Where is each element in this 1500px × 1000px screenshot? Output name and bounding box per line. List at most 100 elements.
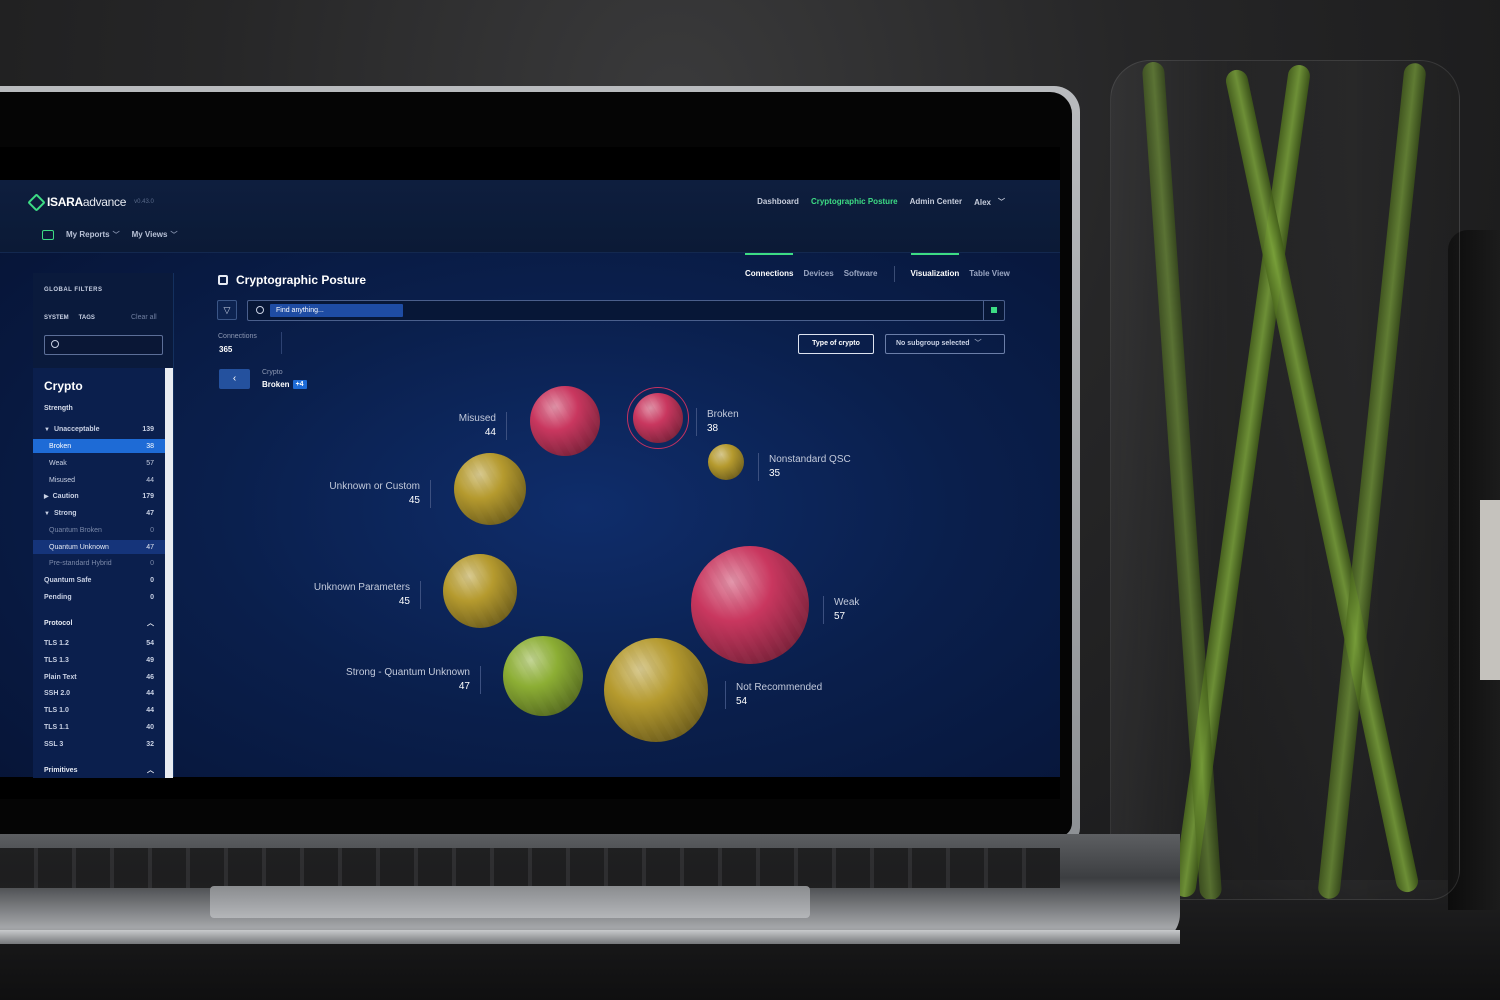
- filter-broken[interactable]: Broken 38: [33, 439, 166, 453]
- posture-icon: [218, 275, 228, 285]
- my-reports-menu[interactable]: My Reports ﹀: [66, 230, 120, 239]
- laptop-screen: ISARAadvance v0.43.0 Dashboard Cryptogra…: [0, 147, 1060, 799]
- tab-system[interactable]: SYSTEM: [44, 315, 69, 321]
- glass-vase: [1110, 60, 1460, 900]
- section-title: Crypto: [44, 379, 83, 393]
- sidebar-scrollbar[interactable]: [165, 368, 173, 778]
- filter-pre-standard-hybrid[interactable]: Pre-standard Hybrid 0: [49, 559, 154, 567]
- bubble-label: Not Recommended 54: [725, 681, 822, 709]
- view-tabs: Connections Devices Software Visualizati…: [745, 253, 1010, 282]
- tab-devices[interactable]: Devices: [803, 269, 834, 278]
- breadcrumb: Broken +4: [262, 380, 307, 389]
- type-of-crypto-button[interactable]: Type of crypto: [798, 334, 874, 354]
- bubble-count: 47: [458, 681, 470, 692]
- filter-button[interactable]: ▽: [217, 300, 237, 320]
- plant-stem: [1317, 62, 1427, 899]
- sidebar-heading: GLOBAL FILTERS: [44, 287, 103, 293]
- tab-visualization[interactable]: Visualization: [910, 253, 959, 282]
- filter-protocol[interactable]: TLS 1.3 49: [44, 656, 154, 664]
- search-input[interactable]: Find anything...: [247, 300, 1005, 321]
- tab-software[interactable]: Software: [843, 269, 878, 278]
- nav-dashboard[interactable]: Dashboard: [757, 197, 799, 206]
- filter-strong[interactable]: ▼ Strong 47: [44, 509, 154, 517]
- filter-protocol[interactable]: Plain Text 46: [44, 673, 154, 681]
- filter-pending[interactable]: Pending 0: [44, 593, 154, 601]
- bubble-count: 35: [769, 468, 781, 479]
- breadcrumb-badge[interactable]: +4: [292, 380, 307, 389]
- filter-protocol[interactable]: TLS 1.2 54: [44, 639, 154, 647]
- user-menu[interactable]: Alex ﹀: [974, 197, 1005, 207]
- crypto-bubble[interactable]: [454, 453, 526, 525]
- filter-unacceptable[interactable]: ▼ Unacceptable 139: [44, 425, 154, 433]
- user-name: Alex: [974, 197, 991, 207]
- bubble-category: Strong - Quantum Unknown: [346, 667, 470, 678]
- crypto-bubble[interactable]: [708, 444, 744, 480]
- chevron-up-icon: ︿: [147, 767, 154, 774]
- chevron-down-icon: ﹀: [112, 232, 120, 239]
- bubble-count: 54: [736, 696, 748, 707]
- sidebar-tabs: SYSTEM TAGS: [44, 315, 95, 321]
- filter-quantum-safe[interactable]: Quantum Safe 0: [44, 576, 154, 584]
- nav-cryptographic-posture[interactable]: Cryptographic Posture: [810, 197, 898, 206]
- search-icon: [256, 306, 264, 314]
- strength-label: Strength: [44, 405, 73, 412]
- search-action-button[interactable]: [983, 301, 1004, 320]
- protocol-group-header[interactable]: Protocol ︿: [44, 619, 154, 628]
- bubble-category: Broken: [707, 409, 739, 420]
- search-icon: [51, 340, 59, 348]
- filter-protocol[interactable]: SSH 2.0 44: [44, 689, 154, 697]
- chevron-down-icon: ﹀: [170, 232, 178, 239]
- filter-protocol[interactable]: SSL 3 32: [44, 740, 154, 748]
- primitives-group-header[interactable]: Primitives ︿: [44, 766, 154, 775]
- bubble-label: Misused 44: [459, 412, 507, 440]
- crypto-filter-section: Crypto Strength ▼ Unacceptable 139 Broken 3…: [33, 368, 166, 778]
- clear-all-link[interactable]: Clear all: [131, 314, 157, 321]
- filter-protocol[interactable]: TLS 1.0 44: [44, 706, 154, 714]
- sidebar-search-input[interactable]: [44, 335, 163, 355]
- tab-table-view[interactable]: Table View: [969, 269, 1010, 278]
- connections-count: 365: [219, 345, 233, 354]
- my-views-menu[interactable]: My Views ﹀: [131, 230, 178, 239]
- filter-quantum-unknown[interactable]: Quantum Unknown 47: [33, 540, 166, 554]
- bottle-label: [1480, 500, 1500, 680]
- bubble-count: 57: [834, 611, 846, 622]
- crypto-bubble[interactable]: [443, 554, 517, 628]
- bubble-label: Unknown or Custom 45: [329, 480, 431, 508]
- filter-misused[interactable]: Misused 44: [49, 476, 154, 484]
- back-button[interactable]: ‹: [219, 369, 250, 389]
- filter-quantum-broken[interactable]: Quantum Broken 0: [49, 526, 154, 534]
- bubble-category: Not Recommended: [736, 682, 823, 693]
- filter-weak[interactable]: Weak 57: [49, 459, 154, 467]
- chevron-down-icon: ﹀: [998, 199, 1005, 206]
- filter-protocol[interactable]: TLS 1.1 40: [44, 723, 154, 731]
- bubble-category: Unknown Parameters: [313, 582, 410, 593]
- crypto-bubble[interactable]: [604, 638, 708, 742]
- global-filters-sidebar: GLOBAL FILTERS SYSTEM TAGS Clear all Cry…: [33, 273, 174, 778]
- filter-caution[interactable]: ▶ Caution 179: [44, 492, 154, 500]
- caret-down-icon: ▼: [44, 426, 50, 433]
- caret-down-icon: ▼: [44, 510, 50, 517]
- subgroup-select[interactable]: No subgroup selected ﹀: [885, 334, 1005, 354]
- logo[interactable]: ISARAadvance v0.43.0: [27, 192, 154, 212]
- selected-ring: [627, 387, 689, 449]
- app-version: v0.43.0: [134, 199, 154, 205]
- crypto-bubble[interactable]: [691, 546, 809, 664]
- caret-right-icon: ▶: [44, 493, 49, 500]
- crypto-bubble[interactable]: [503, 636, 583, 716]
- reports-icon[interactable]: [42, 230, 54, 240]
- bubble-visualization: Misused 44 Broken 38 Nonstandard QSC 35 Unknow…: [0, 180, 1060, 777]
- chevron-up-icon: ︿: [147, 620, 154, 627]
- top-nav: Dashboard Cryptographic Posture Admin Ce…: [757, 197, 1005, 207]
- plant-stem: [1141, 61, 1223, 899]
- tab-connections[interactable]: Connections: [745, 253, 794, 282]
- bubble-count: 38: [707, 423, 719, 434]
- breadcrumb-label: Crypto: [262, 369, 283, 376]
- laptop-trackpad: [210, 886, 810, 918]
- crypto-bubble[interactable]: [530, 386, 600, 456]
- bubble-count: 45: [398, 596, 410, 607]
- tab-tags[interactable]: TAGS: [78, 315, 95, 321]
- nav-admin-center[interactable]: Admin Center: [909, 197, 963, 206]
- bubble-label: Nonstandard QSC 35: [758, 453, 851, 481]
- filter-icon: ▽: [223, 305, 231, 315]
- bubble-label: Strong - Quantum Unknown 47: [346, 666, 481, 694]
